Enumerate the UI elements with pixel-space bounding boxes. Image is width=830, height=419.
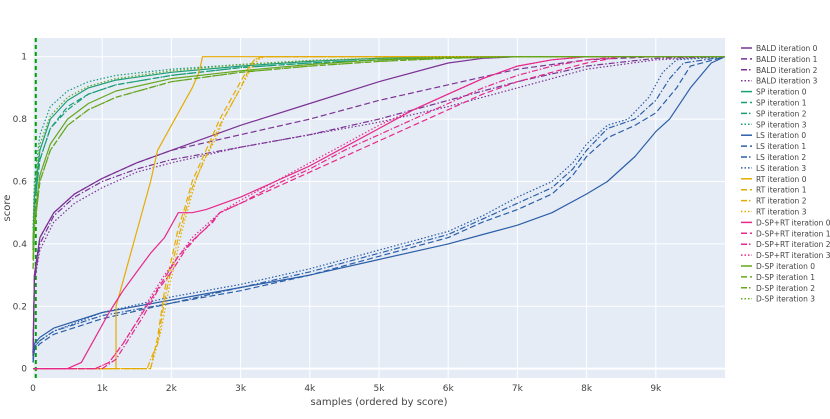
- y-tick-label: 0.6: [13, 177, 28, 187]
- legend-label: RT iteration 0: [756, 175, 807, 184]
- legend-label: D-SP iteration 3: [756, 295, 815, 304]
- series-line-12: [33, 56, 725, 370]
- legend-label: BALD iteration 1: [756, 55, 818, 64]
- legend-item[interactable]: RT iteration 1: [741, 186, 807, 195]
- series-line-8: [32, 56, 726, 360]
- legend-item[interactable]: BALD iteration 2: [741, 66, 818, 75]
- legend-item[interactable]: D-SP iteration 3: [741, 295, 815, 304]
- legend-item[interactable]: RT iteration 0: [741, 175, 807, 184]
- series-line-17: [33, 56, 725, 370]
- legend-item[interactable]: BALD iteration 3: [741, 77, 818, 86]
- legend-item[interactable]: D-SP+RT iteration 1: [741, 229, 830, 238]
- x-tick-label: 9k: [650, 384, 662, 394]
- legend-label: D-SP+RT iteration 1: [756, 229, 830, 238]
- x-axis-label: samples (ordered by score): [311, 397, 448, 408]
- x-tick-label: 8k: [581, 384, 593, 394]
- y-tick-label: 0.8: [13, 115, 28, 125]
- legend-item[interactable]: D-SP+RT iteration 3: [741, 251, 830, 260]
- legend-label: D-SP iteration 0: [756, 262, 815, 271]
- series-line-14: [33, 56, 725, 370]
- legend-label: D-SP+RT iteration 3: [756, 251, 830, 260]
- x-tick-label: 3k: [235, 384, 247, 394]
- legend-label: SP iteration 1: [756, 99, 807, 108]
- legend-label: D-SP+RT iteration 2: [756, 240, 830, 249]
- x-tick-label: 2k: [166, 384, 178, 394]
- legend-item[interactable]: RT iteration 2: [741, 197, 807, 206]
- legend-label: D-SP iteration 1: [756, 273, 815, 282]
- x-tick-label: 1k: [97, 384, 109, 394]
- legend-item[interactable]: D-SP iteration 0: [741, 262, 815, 271]
- y-tick-label: 0: [21, 365, 27, 375]
- series-line-15: [33, 56, 725, 370]
- legend-item[interactable]: SP iteration 0: [741, 88, 807, 97]
- legend-item[interactable]: LS iteration 1: [741, 142, 806, 151]
- legend-label: RT iteration 3: [756, 208, 807, 217]
- series-line-18: [33, 56, 725, 370]
- legend-label: D-SP+RT iteration 0: [756, 218, 830, 227]
- legend-item[interactable]: RT iteration 3: [741, 208, 807, 217]
- x-tick-label: 0: [30, 384, 36, 394]
- series-line-10: [32, 56, 726, 363]
- legend-label: BALD iteration 0: [756, 44, 818, 53]
- legend-label: RT iteration 2: [756, 197, 807, 206]
- legend-label: SP iteration 3: [756, 120, 807, 129]
- series-line-13: [33, 56, 725, 370]
- legend-item[interactable]: D-SP+RT iteration 2: [741, 240, 830, 249]
- series-line-9: [32, 56, 726, 363]
- x-tick-label: 4k: [304, 384, 316, 394]
- y-tick-label: 0.2: [13, 302, 27, 312]
- legend-item[interactable]: LS iteration 0: [741, 131, 806, 140]
- series-line-22: [32, 56, 725, 269]
- legend-item[interactable]: LS iteration 2: [741, 153, 806, 162]
- series-line-1: [32, 56, 725, 354]
- legend-label: LS iteration 3: [756, 164, 806, 173]
- legend-item[interactable]: D-SP iteration 2: [741, 284, 815, 293]
- legend-item[interactable]: SP iteration 3: [741, 120, 807, 129]
- legend-item[interactable]: BALD iteration 0: [741, 44, 818, 53]
- legend-item[interactable]: D-SP+RT iteration 0: [741, 218, 830, 227]
- legend-label: LS iteration 2: [756, 153, 806, 162]
- x-tick-label: 7k: [512, 384, 524, 394]
- y-axis-label: score: [2, 195, 13, 222]
- legend-item[interactable]: LS iteration 3: [741, 164, 806, 173]
- series-line-2: [32, 56, 726, 357]
- legend-label: BALD iteration 3: [756, 77, 818, 86]
- legend-label: LS iteration 0: [756, 131, 806, 140]
- legend-label: SP iteration 0: [756, 88, 807, 97]
- legend-item[interactable]: SP iteration 1: [741, 99, 807, 108]
- series-line-7: [32, 56, 725, 229]
- legend-item[interactable]: BALD iteration 1: [741, 55, 818, 64]
- y-tick-label: 1: [21, 53, 27, 63]
- x-tick-label: 6k: [443, 384, 455, 394]
- legend-label: D-SP iteration 2: [756, 284, 815, 293]
- x-tick-label: 5k: [374, 384, 386, 394]
- legend-item[interactable]: D-SP iteration 1: [741, 273, 815, 282]
- legend-item[interactable]: SP iteration 2: [741, 109, 807, 118]
- legend-label: BALD iteration 2: [756, 66, 818, 75]
- legend-label: LS iteration 1: [756, 142, 806, 151]
- y-tick-label: 0.4: [13, 240, 28, 250]
- legend-label: RT iteration 1: [756, 186, 807, 195]
- legend-label: SP iteration 2: [756, 109, 807, 118]
